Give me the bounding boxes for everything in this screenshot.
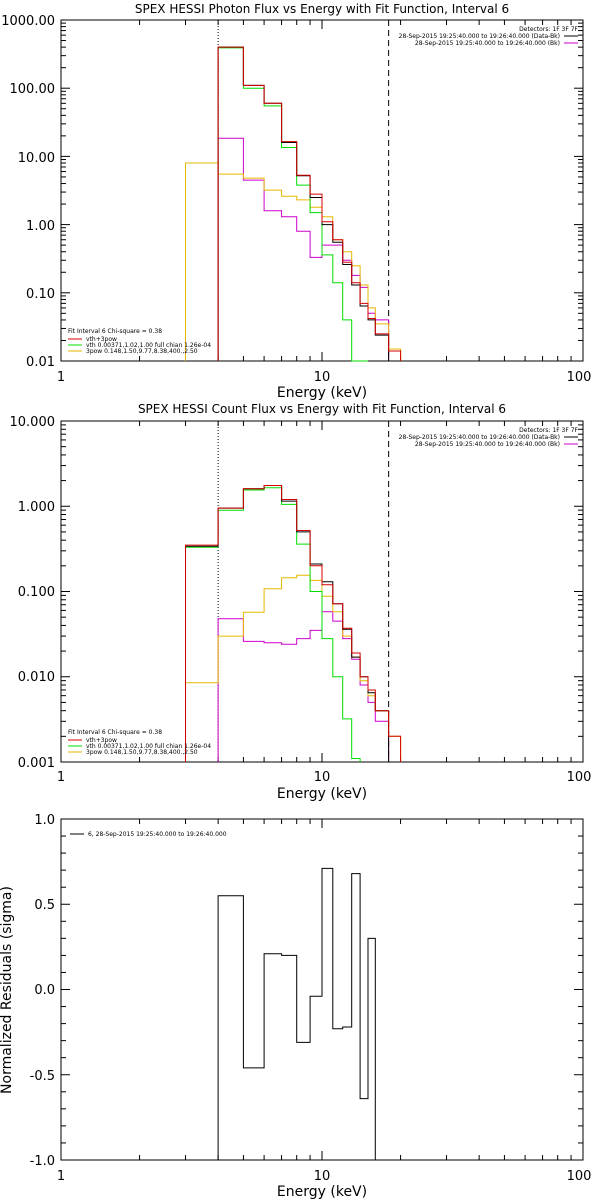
photon-plot-marks [185, 20, 402, 362]
photon-flux-panel: SPEX HESSI Photon Flux vs Energy with Fi… [1, 2, 591, 401]
count-xtick-label: 100 [567, 770, 592, 785]
photon-ytick-label: 100.00 [10, 82, 56, 97]
photon-x-axis-label: Energy (keV) [277, 385, 367, 401]
count-detectors-label: Detectors: 1F 3F 7F [519, 427, 578, 434]
photon-fit-nonthermal-label: 3pow 0.148,1.50,9.77,8.38,400.,2.50 [86, 348, 198, 355]
photon-ytick-label: 0.01 [26, 355, 55, 370]
count-flux-panel: SPEX HESSI Count Flux vs Energy with Fit… [10, 402, 592, 802]
photon-ytick-label: 10.00 [18, 151, 55, 166]
count-xtick-label: 10 [314, 770, 331, 785]
photon-ytick-label: 0.10 [26, 287, 55, 302]
photon-series-data [217, 46, 401, 362]
photon-ytick-label: 1000.00 [1, 14, 55, 29]
residuals-xtick-label: 100 [567, 1169, 592, 1184]
photon-xtick-label: 10 [314, 370, 331, 385]
residuals-xtick-label: 1 [57, 1169, 65, 1184]
count-ytick-label: 0.001 [18, 756, 55, 771]
residuals-ytick-label: -0.5 [30, 1069, 55, 1084]
residuals-ytick-label: -1.0 [30, 1154, 55, 1169]
count-ytick-label: 1.000 [18, 500, 55, 515]
count-series-data [185, 485, 390, 762]
count-fit-header: Fit Interval 6 Chi-square = 0.38 [68, 729, 162, 736]
photon-xtick-label: 100 [567, 370, 592, 385]
photon-detectors-label: Detectors: 1F 3F 7F [519, 26, 578, 33]
count-plot-marks [185, 421, 402, 762]
photon-xtick-label: 1 [57, 370, 65, 385]
residuals-y-axis-label: Normalized Residuals (sigma) [0, 886, 15, 1094]
count-ytick-label: 0.100 [18, 585, 55, 600]
photon-time-label-bk: 28-Sep-2015 19:25:40.000 to 19:26:40.000… [415, 40, 560, 47]
count-time-label-bk: 28-Sep-2015 19:25:40.000 to 19:26:40.000… [415, 441, 560, 448]
photon-tick-marks [60, 19, 583, 362]
residuals-plot-marks [217, 867, 376, 1160]
count-time-label-data: 28-Sep-2015 19:25:40.000 to 19:26:40.000… [399, 434, 560, 441]
photon-panel-title: SPEX HESSI Photon Flux vs Energy with Fi… [135, 2, 509, 16]
count-fit-total-label: vth+3pow [86, 737, 117, 744]
count-series-thermal [185, 487, 361, 762]
photon-series-total [217, 46, 402, 361]
count-x-axis-label: Energy (keV) [277, 786, 367, 802]
residuals-series-residuals [217, 867, 376, 1160]
photon-plot-frame [60, 19, 584, 362]
count-ytick-label: 0.010 [18, 670, 55, 685]
count-ytick-label: 10.000 [10, 415, 56, 430]
photon-fit-total-label: vth+3pow [86, 336, 117, 343]
residuals-ytick-label: 0.0 [34, 983, 55, 998]
photon-series-nonthermal [185, 162, 402, 361]
residuals-ytick-label: 1.0 [34, 813, 55, 828]
residuals-legend-label: 6, 28-Sep-2015 19:25:40.000 to 19:26:40.… [88, 831, 227, 838]
residuals-xtick-label: 10 [314, 1169, 331, 1184]
count-series-nonthermal [185, 574, 402, 762]
count-fit-nonthermal-label: 3pow 0.148,1.50,9.77,8.38,400.,2.50 [86, 749, 198, 756]
count-xtick-label: 1 [57, 770, 65, 785]
residuals-ytick-label: 0.5 [34, 898, 55, 913]
photon-time-label-data: 28-Sep-2015 19:25:40.000 to 19:26:40.000… [399, 33, 560, 40]
photon-fit-header: Fit Interval 6 Chi-square = 0.38 [68, 328, 162, 335]
residuals-tick-marks [60, 818, 583, 1161]
count-fit-thermal-label: vth 0.00371,1.02,1.00 full chian 1.26e-0… [86, 743, 211, 750]
photon-series-background [217, 137, 390, 361]
residuals-panel: 1.0 0.5 0.0 -0.5 -1.0 1 10 100 Energy (k… [0, 813, 591, 1200]
photon-ytick-label: 1.00 [26, 219, 55, 234]
residuals-x-axis-label: Energy (keV) [277, 1184, 367, 1200]
count-panel-title: SPEX HESSI Count Flux vs Energy with Fit… [138, 402, 506, 416]
photon-series-thermal [217, 47, 368, 362]
count-series-total [185, 485, 402, 762]
photon-fit-thermal-label: vth 0.00371,1.02,1.00 full chian 1.26e-0… [86, 342, 211, 349]
